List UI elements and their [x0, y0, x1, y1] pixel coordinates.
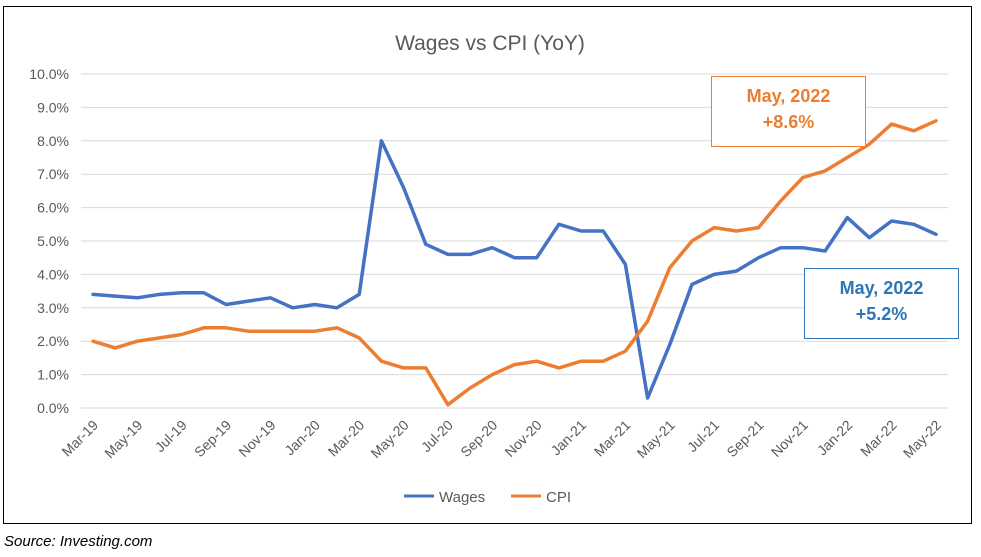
x-tick-label: Mar-19	[58, 417, 101, 460]
x-tick-label: Mar-21	[591, 417, 634, 460]
x-tick-label: Jul-20	[418, 417, 456, 455]
x-tick-label: Sep-19	[191, 417, 234, 460]
x-tick-label: Mar-22	[857, 417, 900, 460]
y-tick-label: 3.0%	[37, 300, 69, 316]
chart-frame	[3, 6, 972, 524]
cpi-callout-value: +8.6%	[762, 112, 815, 132]
x-tick-label: May-19	[101, 417, 145, 461]
y-tick-label: 4.0%	[37, 266, 69, 282]
x-tick-label: Jul-21	[684, 417, 722, 455]
wages-callout: May, 2022 +5.2%	[804, 268, 959, 339]
x-tick-label: Sep-20	[457, 417, 500, 460]
y-tick-label: 9.0%	[37, 99, 69, 115]
cpi-series-line	[91, 119, 938, 407]
y-tick-label: 8.0%	[37, 133, 69, 149]
legend-cpi-label: CPI	[546, 489, 571, 506]
y-tick-label: 6.0%	[37, 200, 69, 216]
wages-callout-value: +5.2%	[855, 304, 908, 324]
legend: Wages CPI	[404, 489, 571, 506]
x-tick-label: Jul-19	[152, 417, 190, 455]
x-tick-label: May-20	[367, 417, 411, 461]
y-tick-label: 5.0%	[37, 233, 69, 249]
x-tick-label: Sep-21	[723, 417, 766, 460]
x-tick-label: Jan-22	[814, 417, 856, 459]
y-tick-label: 10.0%	[29, 66, 69, 82]
x-tick-label: Mar-20	[325, 417, 368, 460]
x-axis-ticks: Mar-19 May-19 Jul-19 Sep-19 Nov-19 Jan-20 Mar-…	[58, 417, 944, 461]
x-tick-label: May-22	[900, 417, 944, 461]
cpi-callout: May, 2022 +8.6%	[711, 76, 866, 147]
x-tick-label: May-21	[634, 417, 678, 461]
x-tick-label: Nov-19	[235, 417, 278, 460]
x-tick-label: Jan-20	[281, 417, 323, 459]
y-tick-label: 1.0%	[37, 367, 69, 383]
legend-wages-label: Wages	[439, 489, 485, 506]
cpi-callout-date: May, 2022	[746, 86, 831, 106]
wages-series-line	[91, 139, 938, 400]
x-tick-label: Nov-21	[768, 417, 811, 460]
series-lines	[91, 119, 938, 407]
y-axis-ticks: 0.0% 1.0% 2.0% 3.0% 4.0% 5.0% 6.0% 7.0% 8.0% 9.0%…	[29, 66, 69, 416]
x-tick-label: Jan-21	[548, 417, 590, 459]
y-tick-label: 0.0%	[37, 400, 69, 416]
x-tick-label: Nov-20	[502, 417, 545, 460]
y-tick-label: 7.0%	[37, 166, 69, 182]
wages-callout-date: May, 2022	[839, 278, 924, 298]
source-note: Source: Investing.com	[4, 533, 153, 550]
chart-title: Wages vs CPI (YoY)	[395, 32, 585, 55]
y-tick-label: 2.0%	[37, 333, 69, 349]
